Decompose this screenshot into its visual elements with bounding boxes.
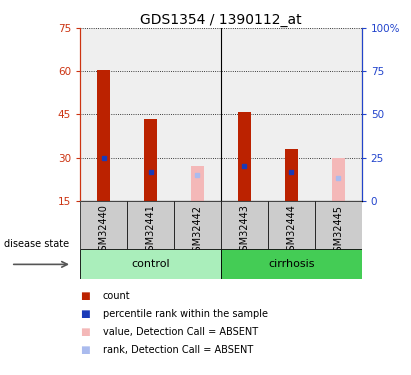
Bar (238, 111, 251, 201)
Text: GSM32445: GSM32445 (333, 204, 343, 258)
Bar (127, 201, 174, 249)
Text: ■: ■ (80, 327, 90, 337)
Bar (221, 28, 268, 201)
Bar (315, 201, 362, 249)
Bar (191, 166, 204, 201)
Text: GSM32443: GSM32443 (239, 204, 249, 257)
Text: disease state: disease state (4, 239, 69, 249)
Text: percentile rank within the sample: percentile rank within the sample (103, 309, 268, 319)
Bar (80, 249, 221, 279)
Bar (174, 201, 221, 249)
Bar (285, 149, 298, 201)
Text: control: control (131, 260, 170, 269)
Text: ■: ■ (80, 309, 90, 319)
Text: ■: ■ (80, 345, 90, 355)
Bar (127, 28, 174, 201)
Text: count: count (103, 291, 130, 301)
Text: GSM32440: GSM32440 (99, 204, 109, 257)
Bar (268, 28, 315, 201)
Bar (174, 28, 221, 201)
Bar (315, 28, 362, 201)
Text: cirrhosis: cirrhosis (268, 260, 314, 269)
Bar (221, 201, 268, 249)
Text: GSM32442: GSM32442 (192, 204, 203, 258)
Bar (332, 158, 345, 201)
Bar (80, 201, 127, 249)
Text: GSM32444: GSM32444 (286, 204, 296, 257)
Bar (97, 70, 110, 201)
Text: rank, Detection Call = ABSENT: rank, Detection Call = ABSENT (103, 345, 253, 355)
Text: GSM32441: GSM32441 (145, 204, 155, 257)
Bar (268, 201, 315, 249)
Bar (221, 249, 362, 279)
Title: GDS1354 / 1390112_at: GDS1354 / 1390112_at (140, 13, 302, 27)
Bar (80, 28, 127, 201)
Text: value, Detection Call = ABSENT: value, Detection Call = ABSENT (103, 327, 258, 337)
Text: ■: ■ (80, 291, 90, 301)
Bar (144, 118, 157, 201)
